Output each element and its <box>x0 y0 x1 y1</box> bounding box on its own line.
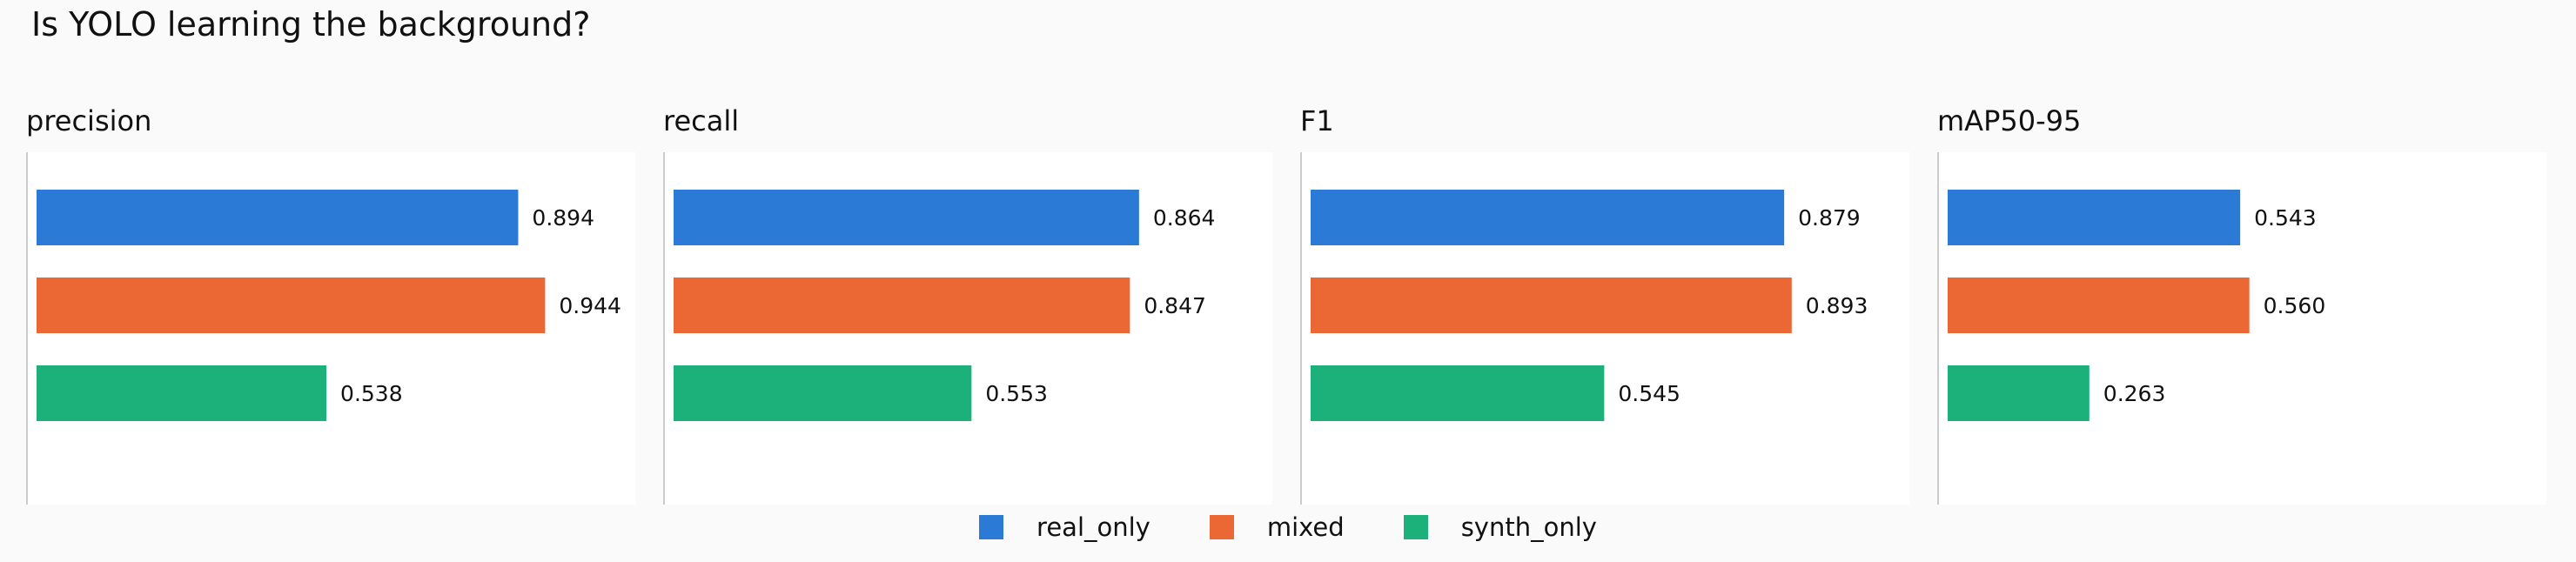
bar-mixed <box>1311 278 1792 333</box>
plot-area: 0.543 0.560 0.263 <box>1937 152 2546 505</box>
chart-title: Is YOLO learning the background? <box>31 5 591 43</box>
bar-synth-only <box>674 365 972 421</box>
legend-item-synth-only: synth_only <box>1403 512 1597 542</box>
bar-plot: 0.879 0.893 0.545 <box>1300 152 1868 505</box>
legend-item-mixed: mixed <box>1209 512 1345 542</box>
data-label: 0.847 <box>1144 293 1206 318</box>
bar-real-only <box>674 190 1139 245</box>
data-label: 0.894 <box>532 205 594 231</box>
panel-title: F1 <box>1300 104 1334 137</box>
bar-synth-only <box>37 365 327 421</box>
panel-map50-95: mAP50-95 0.543 0.560 0.263 <box>1937 104 2546 505</box>
legend: real_only mixed synth_only <box>0 510 2576 545</box>
bar-mixed <box>1948 278 2250 333</box>
legend-swatch <box>1403 515 1428 539</box>
data-label: 0.543 <box>2254 205 2317 231</box>
panel-f1: F1 0.879 0.893 0.545 <box>1300 104 1909 505</box>
panel-title: recall <box>663 104 740 137</box>
plot-area: 0.864 0.847 0.553 <box>663 152 1272 505</box>
data-label: 0.864 <box>1153 205 1216 231</box>
bar-real-only <box>1311 190 1785 245</box>
legend-item-real-only: real_only <box>979 512 1150 542</box>
legend-swatch <box>979 515 1004 539</box>
panel-title: mAP50-95 <box>1937 104 2082 137</box>
panel-precision: precision 0.894 0.944 0.538 <box>26 104 635 505</box>
data-label: 0.944 <box>559 293 621 318</box>
plot-area: 0.894 0.944 0.538 <box>26 152 635 505</box>
legend-label: synth_only <box>1460 512 1597 542</box>
data-label: 0.263 <box>2103 381 2166 406</box>
data-label: 0.560 <box>2264 293 2326 318</box>
data-label: 0.879 <box>1798 205 1861 231</box>
bar-plot: 0.894 0.944 0.538 <box>26 152 621 505</box>
bar-plot: 0.543 0.560 0.263 <box>1937 152 2326 505</box>
bar-mixed <box>37 278 546 333</box>
bar-plot: 0.864 0.847 0.553 <box>663 152 1216 505</box>
legend-label: real_only <box>1036 512 1150 542</box>
bar-real-only <box>37 190 519 245</box>
data-label: 0.553 <box>985 381 1048 406</box>
data-label: 0.545 <box>1618 381 1680 406</box>
data-label: 0.893 <box>1806 293 1868 318</box>
legend-label: mixed <box>1266 512 1345 542</box>
bar-real-only <box>1948 190 2241 245</box>
bar-synth-only <box>1948 365 2090 421</box>
panel-recall: recall 0.864 0.847 0.553 <box>663 104 1272 505</box>
data-label: 0.538 <box>340 381 403 406</box>
bar-mixed <box>674 278 1130 333</box>
panel-title: precision <box>26 104 152 137</box>
legend-swatch <box>1209 515 1234 539</box>
plot-area: 0.879 0.893 0.545 <box>1300 152 1909 505</box>
bar-synth-only <box>1311 365 1605 421</box>
